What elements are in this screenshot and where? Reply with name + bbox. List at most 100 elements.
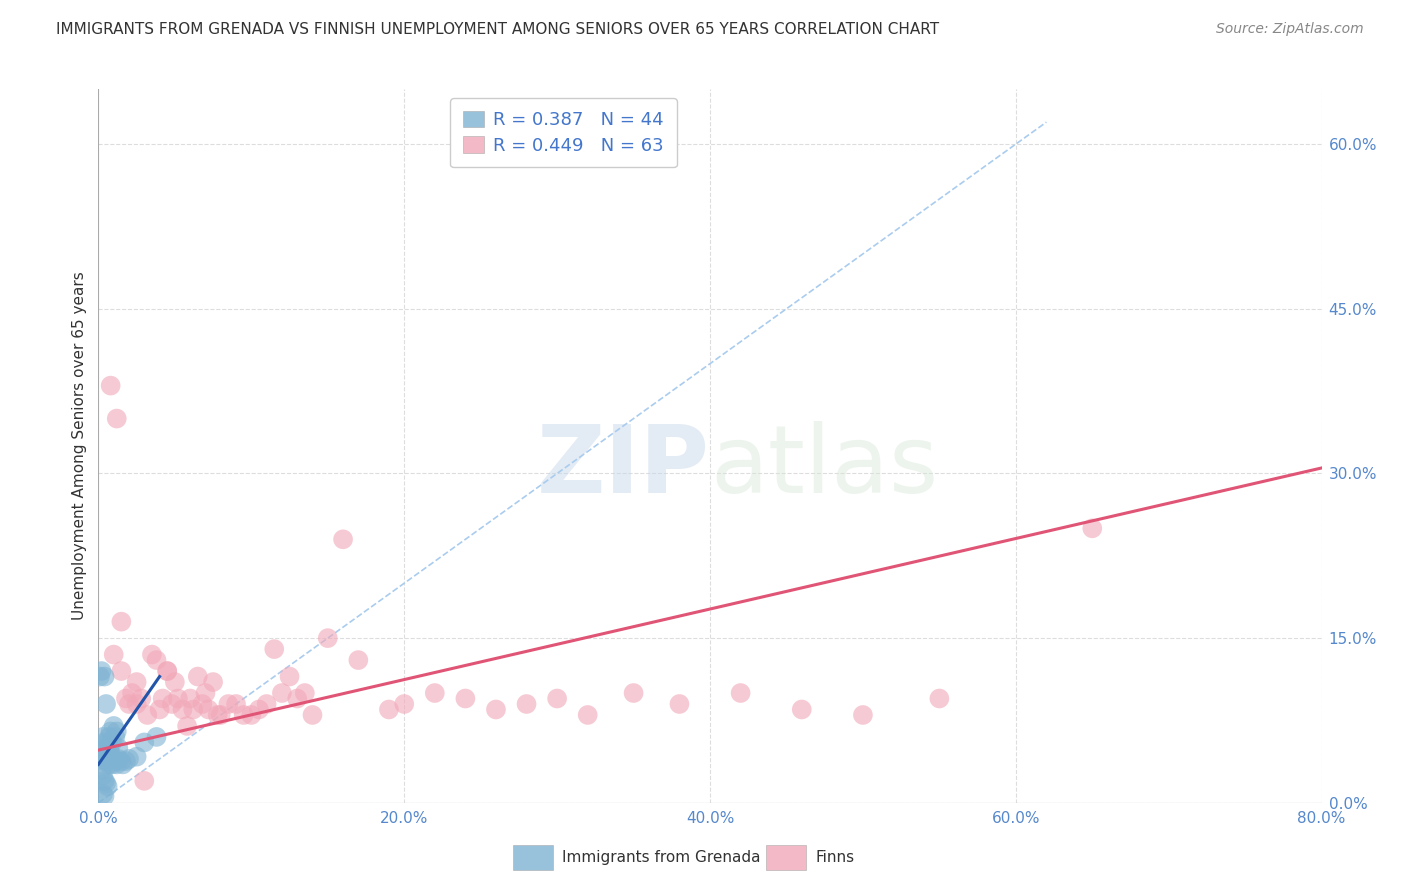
- Point: [149, 702, 172, 716]
- Point: [187, 669, 209, 683]
- Point: [97, 735, 120, 749]
- Text: Finns: Finns: [815, 850, 855, 864]
- Point: [115, 691, 138, 706]
- Point: [134, 773, 156, 788]
- Text: Source: ZipAtlas.com: Source: ZipAtlas.com: [1216, 22, 1364, 37]
- Point: [104, 754, 127, 768]
- Point: [141, 648, 163, 662]
- Point: [129, 691, 152, 706]
- Point: [217, 697, 239, 711]
- Point: [485, 702, 508, 716]
- Point: [134, 735, 156, 749]
- Text: ZIP: ZIP: [537, 421, 710, 514]
- Point: [209, 708, 232, 723]
- Text: Immigrants from Grenada: Immigrants from Grenada: [562, 850, 761, 864]
- Point: [263, 642, 285, 657]
- Point: [163, 675, 186, 690]
- Point: [110, 615, 132, 629]
- Point: [97, 747, 120, 761]
- Point: [285, 691, 308, 706]
- Point: [118, 697, 141, 711]
- Text: IMMIGRANTS FROM GRENADA VS FINNISH UNEMPLOYMENT AMONG SENIORS OVER 65 YEARS CORR: IMMIGRANTS FROM GRENADA VS FINNISH UNEMP…: [56, 22, 939, 37]
- Point: [111, 757, 134, 772]
- Point: [546, 691, 568, 706]
- Point: [101, 757, 124, 772]
- Point: [91, 768, 114, 782]
- Point: [105, 724, 128, 739]
- Point: [176, 719, 198, 733]
- Point: [103, 648, 125, 662]
- Point: [125, 749, 148, 764]
- Point: [93, 669, 115, 683]
- Point: [160, 697, 183, 711]
- Point: [378, 702, 401, 716]
- Point: [107, 740, 129, 755]
- Point: [181, 702, 204, 716]
- Point: [125, 697, 148, 711]
- Point: [145, 653, 167, 667]
- Point: [115, 754, 138, 768]
- Point: [207, 708, 229, 723]
- Point: [100, 378, 122, 392]
- Point: [668, 697, 690, 711]
- Point: [240, 708, 263, 723]
- Point: [98, 740, 121, 755]
- Point: [107, 752, 129, 766]
- Point: [94, 749, 117, 764]
- Point: [98, 730, 121, 744]
- Point: [91, 730, 114, 744]
- Point: [247, 702, 270, 716]
- Point: [423, 686, 446, 700]
- Point: [278, 669, 301, 683]
- Point: [104, 730, 127, 744]
- Legend: R = 0.387   N = 44, R = 0.449   N = 63: R = 0.387 N = 44, R = 0.449 N = 63: [450, 98, 676, 168]
- Point: [156, 664, 179, 678]
- Point: [110, 754, 132, 768]
- Point: [121, 686, 143, 700]
- Point: [852, 708, 875, 723]
- Point: [301, 708, 323, 723]
- Point: [256, 697, 278, 711]
- Point: [103, 752, 125, 766]
- Point: [730, 686, 752, 700]
- Point: [100, 752, 122, 766]
- Y-axis label: Unemployment Among Seniors over 65 years: Unemployment Among Seniors over 65 years: [72, 272, 87, 620]
- Point: [202, 675, 225, 690]
- Point: [93, 773, 115, 788]
- Point: [225, 697, 247, 711]
- Point: [197, 702, 219, 716]
- Point: [100, 747, 122, 761]
- Point: [623, 686, 645, 700]
- Point: [125, 675, 148, 690]
- Point: [145, 730, 167, 744]
- Point: [97, 780, 120, 794]
- Point: [454, 691, 477, 706]
- Point: [167, 691, 190, 706]
- Point: [89, 669, 111, 683]
- Point: [232, 708, 254, 723]
- Point: [294, 686, 316, 700]
- Point: [270, 686, 292, 700]
- Point: [105, 757, 128, 772]
- Point: [90, 763, 112, 777]
- Point: [103, 719, 125, 733]
- Point: [179, 691, 201, 706]
- Point: [316, 631, 339, 645]
- Point: [97, 754, 120, 768]
- Point: [93, 754, 115, 768]
- Point: [928, 691, 950, 706]
- Point: [105, 411, 128, 425]
- Point: [516, 697, 538, 711]
- Point: [94, 740, 117, 755]
- Point: [1081, 521, 1104, 535]
- Point: [100, 724, 122, 739]
- Point: [93, 789, 115, 804]
- Point: [90, 664, 112, 678]
- Point: [790, 702, 813, 716]
- Point: [347, 653, 370, 667]
- Point: [101, 735, 124, 749]
- Point: [94, 697, 117, 711]
- Point: [118, 752, 141, 766]
- Point: [98, 757, 121, 772]
- Point: [576, 708, 599, 723]
